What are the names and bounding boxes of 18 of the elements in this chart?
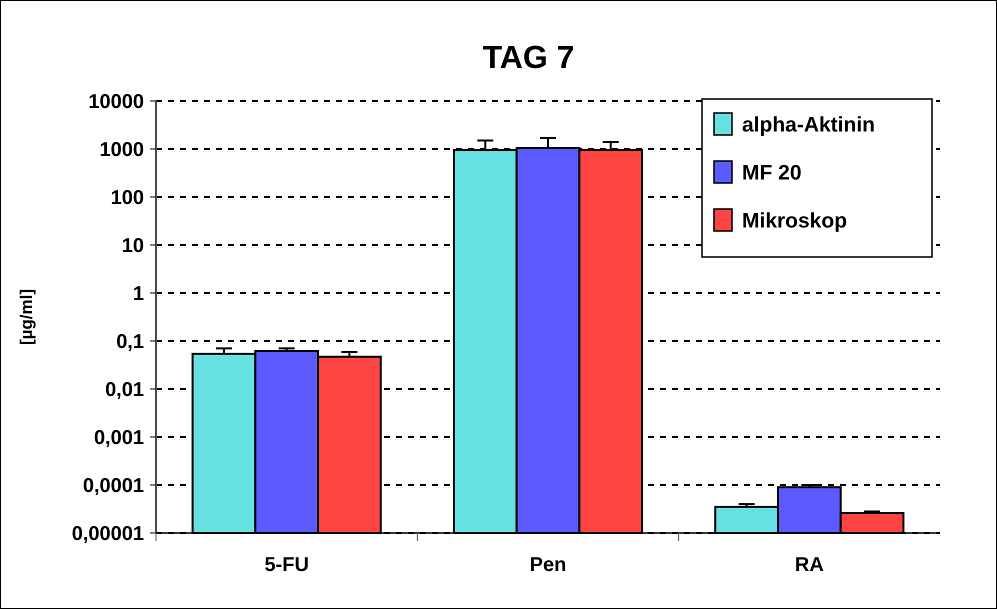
y-tick-label: 0,001 [94,427,144,449]
y-tick-label: 10000 [88,91,144,113]
y-tick-label: 1000 [100,139,144,161]
x-tick-label: Pen [530,554,566,576]
legend-label: alpha-Aktinin [742,113,876,136]
y-tick-label: 10 [122,235,144,257]
y-tick-label: 0,00001 [72,523,144,545]
y-tick-label: 1 [132,283,144,305]
legend-label: Mikroskop [742,209,848,232]
legend-label: MF 20 [742,161,802,184]
y-axis-title: [µg/ml] [17,288,36,346]
x-tick-label: 5-FU [264,554,309,576]
chart-title: TAG 7 [482,39,574,75]
x-tick-label: RA [794,554,824,576]
y-tick-label: 0,01 [105,379,144,401]
y-tick-label: 0,1 [116,331,144,353]
y-tick-label: 100 [110,187,144,209]
y-tick-label: 0,0001 [82,475,144,497]
